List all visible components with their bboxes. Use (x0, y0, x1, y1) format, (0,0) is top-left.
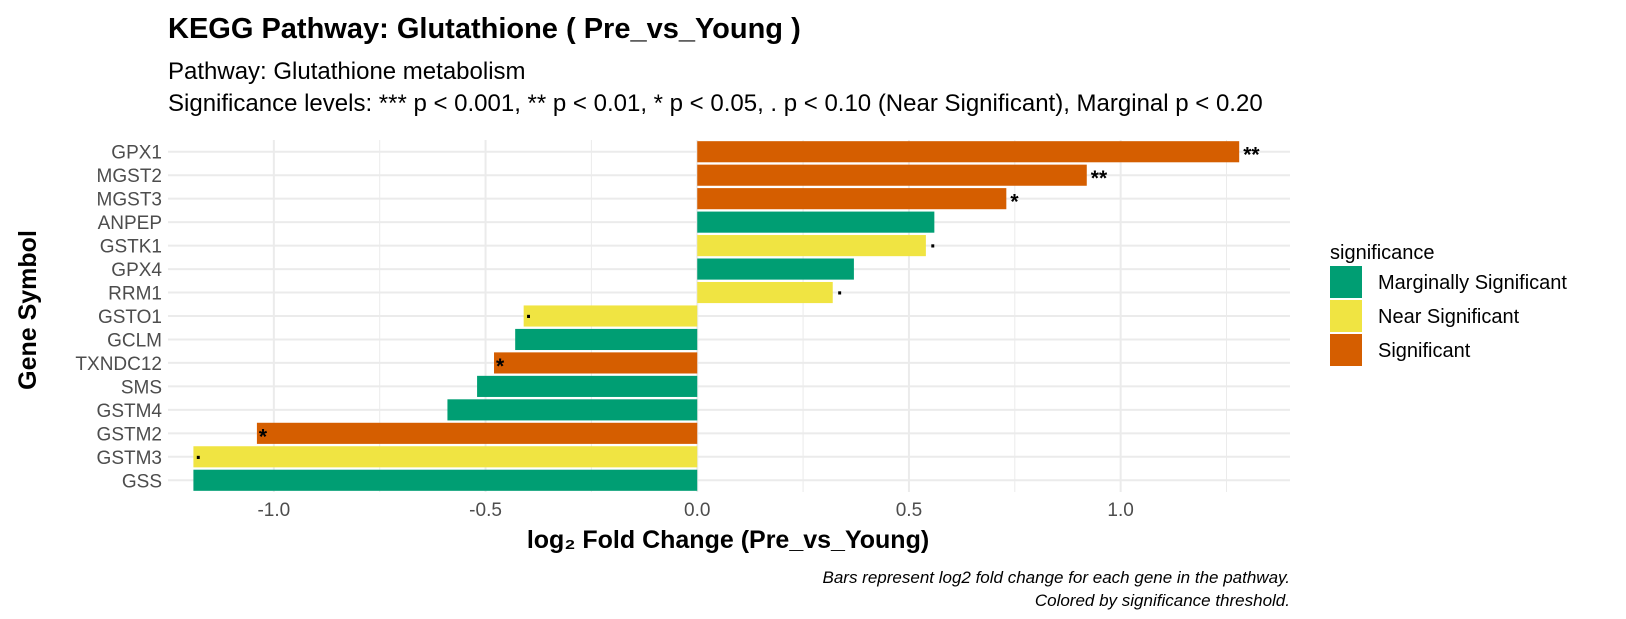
x-tick-label: 0.5 (896, 500, 922, 521)
bar-anpep (697, 211, 935, 233)
y-tick-label-gstm2: GSTM2 (97, 424, 162, 445)
legend-items: Marginally Significant Near Significant Si… (1330, 266, 1567, 366)
legend-swatch-marginally-significant (1330, 266, 1362, 298)
y-tick-label-txndc12: TXNDC12 (75, 354, 162, 375)
chart-subtitle-line-2: Significance levels: *** p < 0.001, ** p… (168, 90, 1263, 117)
y-tick-label-gstm4: GSTM4 (97, 401, 163, 422)
legend-title: significance (1330, 242, 1435, 264)
caption-line-1: Bars represent log2 fold change for each… (823, 568, 1291, 587)
y-tick-label-gstk1: GSTK1 (100, 237, 162, 258)
x-tick-label: 0.0 (684, 500, 710, 521)
bar-gss (193, 469, 698, 491)
bar-gstm3 (193, 446, 698, 468)
legend-label-near-significant: Near Significant (1378, 306, 1520, 328)
sig-label-mgst2: ** (1091, 167, 1108, 190)
significance-labels: *****...**. (195, 144, 1260, 464)
bar-gstm2 (256, 422, 698, 444)
bar-sms (477, 375, 698, 397)
bar-mgst2 (697, 164, 1087, 186)
y-tick-label-gstm3: GSTM3 (97, 448, 162, 469)
y-tick-label-gss: GSS (122, 471, 162, 492)
sig-label-gstm2: * (259, 425, 268, 448)
y-tick-label-anpep: ANPEP (98, 213, 162, 234)
bar-gclm (515, 328, 698, 351)
legend-swatch-significant (1330, 334, 1362, 366)
chart-title: KEGG Pathway: Glutathione ( Pre_vs_Young… (168, 13, 801, 45)
y-tick-label-mgst3: MGST3 (97, 190, 162, 211)
bar-gstm4 (447, 399, 698, 421)
y-tick-label-gpx4: GPX4 (111, 260, 162, 281)
legend-swatch-near-significant (1330, 300, 1362, 332)
y-axis-title: Gene Symbol (14, 230, 42, 390)
y-tick-label-gpx1: GPX1 (111, 143, 162, 164)
x-tick-labels: -1.0 -0.5 0.0 0.5 1.0 (257, 500, 1133, 521)
bar-gstk1 (697, 235, 926, 257)
sig-label-gpx1: ** (1243, 144, 1260, 167)
y-tick-label-rrm1: RRM1 (108, 284, 162, 305)
bar-gpx4 (697, 258, 854, 280)
bar-gpx1 (697, 141, 1240, 163)
sig-label-gsto1: . (526, 300, 532, 323)
sig-label-gstk1: . (930, 230, 936, 253)
bar-txndc12 (494, 352, 698, 374)
sig-label-txndc12: * (496, 355, 505, 378)
bars (193, 141, 1240, 491)
sig-label-rrm1: . (837, 277, 843, 300)
y-tick-label-sms: SMS (121, 377, 162, 398)
bar-mgst3 (697, 188, 1007, 210)
x-tick-label: -1.0 (257, 500, 290, 521)
bar-gsto1 (523, 305, 698, 327)
sig-label-mgst3: * (1010, 191, 1019, 214)
y-tick-label-gclm: GCLM (107, 330, 162, 351)
y-tick-label-mgst2: MGST2 (97, 166, 162, 187)
y-tick-label-gsto1: GSTO1 (98, 307, 162, 328)
chart-subtitle-line-1: Pathway: Glutathione metabolism (168, 58, 526, 85)
caption-line-2: Colored by significance threshold. (1035, 591, 1290, 610)
legend-label-significant: Significant (1378, 340, 1471, 362)
legend-label-marginally-significant: Marginally Significant (1378, 272, 1567, 294)
x-axis-title: log₂ Fold Change (Pre_vs_Young) (527, 526, 929, 554)
legend: significance Marginally Significant Near … (1330, 242, 1567, 366)
bar-rrm1 (697, 281, 833, 304)
x-tick-label: -0.5 (469, 500, 502, 521)
sig-label-gstm3: . (195, 441, 201, 464)
x-tick-label: 1.0 (1107, 500, 1133, 521)
